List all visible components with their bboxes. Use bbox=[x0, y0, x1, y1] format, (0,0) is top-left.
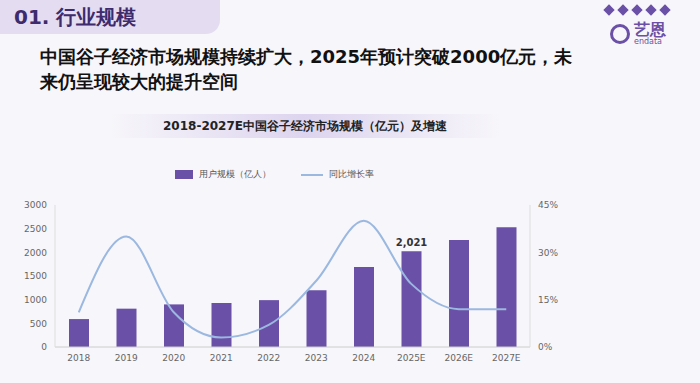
svg-text:2019: 2019 bbox=[115, 353, 138, 363]
svg-text:1500: 1500 bbox=[24, 271, 47, 281]
svg-text:2500: 2500 bbox=[24, 224, 47, 234]
html-text:同比增长率: 同比增长率 bbox=[329, 169, 374, 179]
svg-text:2027E: 2027E bbox=[492, 353, 521, 363]
html-text:用户规模（亿人）: 用户规模（亿人） bbox=[199, 169, 271, 179]
svg-text:2026E: 2026E bbox=[444, 353, 473, 363]
svg-text:1000: 1000 bbox=[24, 295, 47, 305]
html-text:艺恩: 艺恩 bbox=[634, 20, 666, 39]
svg-text:2022: 2022 bbox=[257, 353, 280, 363]
svg-text:2024: 2024 bbox=[352, 353, 375, 363]
svg-text:2021: 2021 bbox=[210, 353, 233, 363]
svg-text:500: 500 bbox=[30, 319, 47, 329]
html-text:中国谷子经济市场规模持续扩大，2025年预计突破2000亿元: 中国谷子经济市场规模持续扩大，2025年预计突破2000亿元，未来仍呈现较大的提… bbox=[40, 46, 573, 92]
svg-text:2,021: 2,021 bbox=[396, 237, 428, 248]
svg-text:2018: 2018 bbox=[67, 353, 90, 363]
svg-text:15%: 15% bbox=[538, 295, 558, 305]
svg-text:45%: 45% bbox=[538, 200, 558, 210]
svg-text:0: 0 bbox=[41, 342, 47, 352]
svg-text:2020: 2020 bbox=[162, 353, 185, 363]
svg-text:2000: 2000 bbox=[24, 248, 47, 258]
html-text:endata: endata bbox=[634, 37, 662, 46]
html-text:2018-2027E中国谷子经济市场规模（亿元）及增速: 2018-2027E中国谷子经济市场规模（亿元）及增速 bbox=[163, 119, 447, 133]
html-text:01. 行业规模: 01. 行业规模 bbox=[14, 5, 137, 29]
svg-text:0%: 0% bbox=[538, 342, 553, 352]
svg-text:2023: 2023 bbox=[305, 353, 328, 363]
svg-text:2025E: 2025E bbox=[397, 353, 426, 363]
svg-text:30%: 30% bbox=[538, 248, 558, 258]
svg-text:3000: 3000 bbox=[24, 200, 47, 210]
